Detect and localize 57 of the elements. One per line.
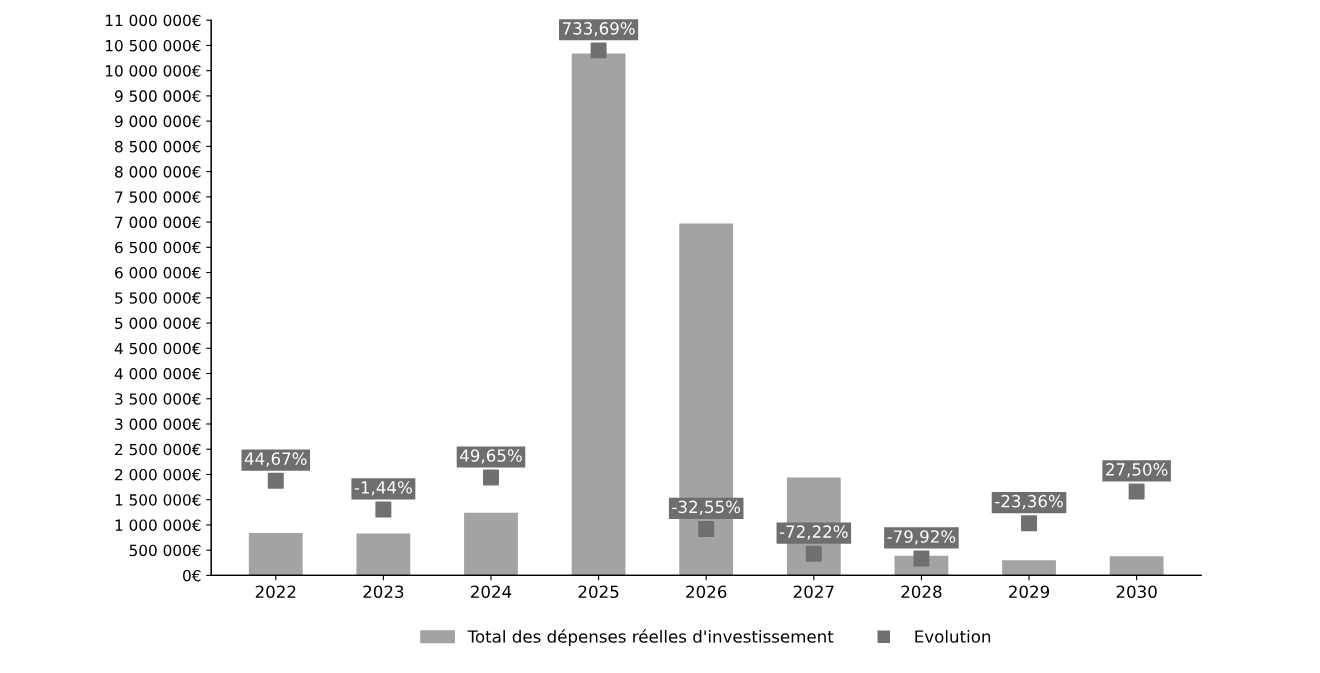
point (483, 469, 499, 486)
y-tick-label: 8 000 000€ (115, 166, 201, 178)
y-tick-label: 9 500 000€ (114, 90, 201, 102)
y-tick-label: 0€ (183, 569, 201, 582)
y-tick-label: 5 000 000€ (115, 317, 201, 330)
bar (464, 512, 518, 576)
x-tick-label: 2022 (255, 585, 296, 599)
data-label: 27,50% (1106, 463, 1168, 478)
x-tick-label: 2026 (686, 585, 727, 599)
y-tick-label: 5 500 000€ (115, 292, 201, 304)
bar (571, 53, 626, 576)
x-tick-label: 2023 (363, 585, 404, 599)
y-tick-label: 3 500 000€ (115, 393, 201, 405)
legend-label: Evolution (915, 629, 991, 643)
point (805, 545, 822, 562)
point (1128, 483, 1145, 500)
y-tick-label: 2 000 000€ (115, 468, 201, 481)
legend-label: Total des dépenses réelles d'investissement (467, 629, 834, 647)
point (375, 501, 392, 518)
data-label: 49,65% (460, 449, 522, 464)
y-tick-label: 10 500 000€ (105, 39, 201, 52)
bar (248, 533, 303, 576)
y-tick-label: 4 000 000€ (114, 367, 201, 380)
x-tick-label: 2025 (578, 585, 619, 599)
y-tick-label: 10 000 000€ (105, 65, 201, 77)
x-tick-label: 2027 (793, 585, 834, 599)
y-tick-label: 4 500 000€ (114, 342, 201, 355)
data-label: -32,55% (672, 500, 741, 515)
bar (1002, 560, 1056, 576)
data-label: 44,67% (244, 452, 307, 467)
data-label: -79,92% (887, 530, 956, 545)
y-tick-label: 2 500 000€ (115, 443, 201, 456)
x-tick-label: 2029 (1009, 585, 1050, 599)
y-tick-label: 3 000 000€ (115, 418, 201, 431)
point (590, 42, 607, 59)
y-tick-label: 500 000€ (129, 544, 201, 557)
y-tick-label: 6 500 000€ (115, 241, 201, 254)
x-tick-label: 2028 (901, 585, 942, 599)
point (267, 472, 284, 489)
x-tick-label: 2030 (1116, 585, 1157, 599)
y-tick-label: 6 000 000€ (115, 267, 201, 279)
y-tick-label: 7 500 000€ (115, 191, 201, 203)
data-label: -23,36% (995, 494, 1063, 510)
bar (356, 533, 411, 576)
y-tick-label: 9 000 000€ (114, 115, 201, 128)
data-label: -1,44% (354, 481, 412, 496)
bar (1109, 556, 1164, 576)
point (1021, 515, 1038, 532)
point (698, 520, 715, 537)
y-tick-label: 7 000 000€ (115, 216, 201, 229)
data-label: 733,69% (562, 22, 635, 37)
y-tick-label: 11 000 000€ (105, 14, 201, 27)
x-tick-label: 2024 (471, 585, 512, 599)
data-label: -72,22% (779, 525, 848, 540)
y-tick-label: 1 500 000€ (115, 494, 201, 506)
y-tick-label: 8 500 000€ (115, 140, 201, 153)
y-tick-label: 1 000 000€ (115, 519, 201, 531)
